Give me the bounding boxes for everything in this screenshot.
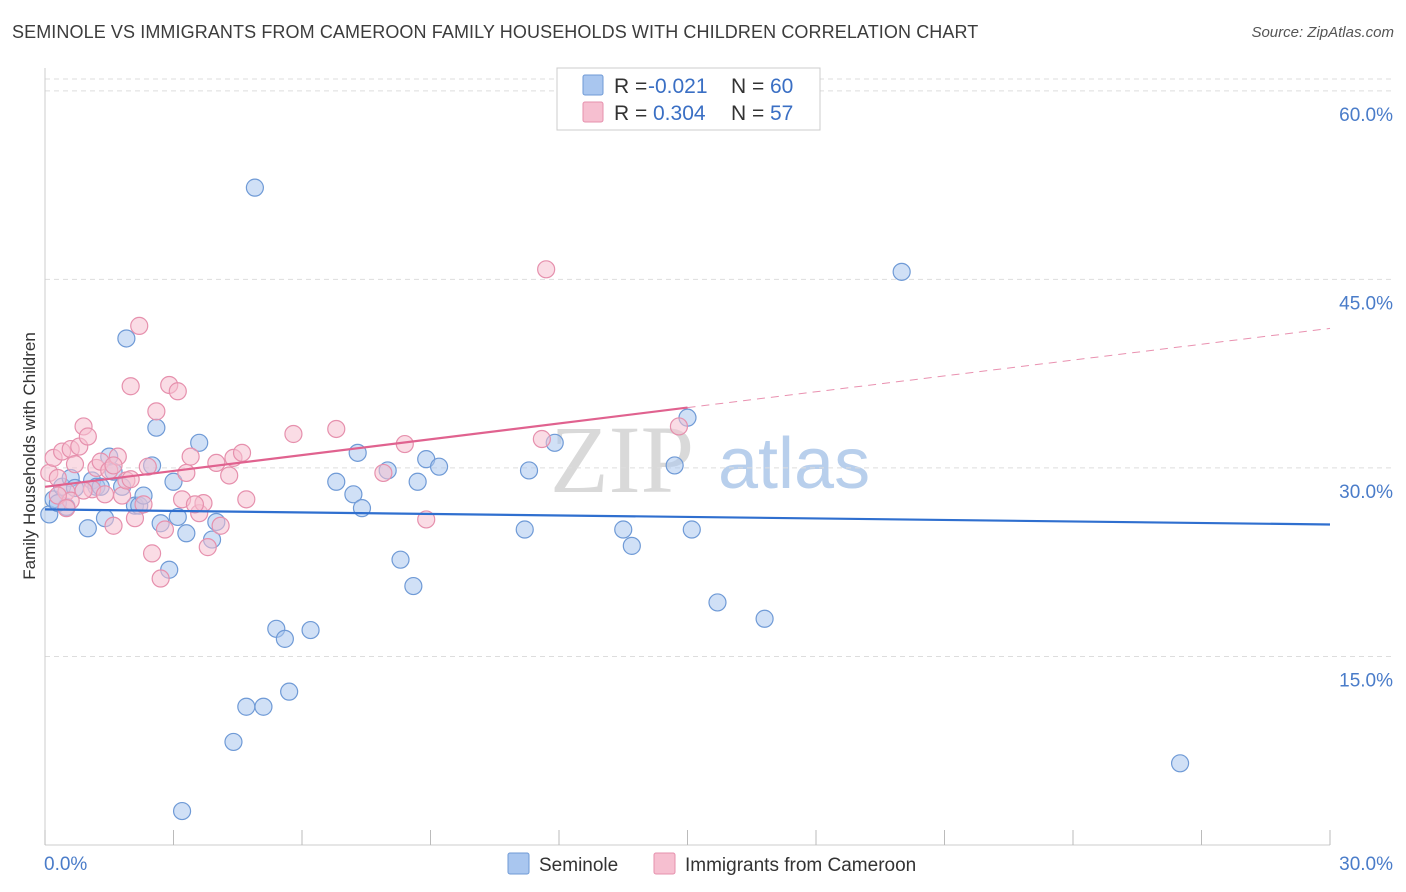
- stats-legend-n-value: 60: [770, 75, 793, 98]
- stats-legend-n-value: 57: [770, 102, 793, 125]
- trend-line-seminole: [44, 508, 1331, 526]
- cameroon-point: [155, 520, 175, 539]
- cameroon-point: [207, 453, 226, 472]
- cameroon-point: [211, 516, 230, 535]
- cameroon-point: [78, 427, 97, 446]
- series-cameroon: [40, 260, 689, 588]
- trend-line-cameroon: [44, 406, 688, 488]
- cameroon-point: [57, 499, 76, 518]
- cameroon-point: [121, 470, 140, 489]
- seminole-point: [327, 472, 346, 491]
- cameroon-point: [220, 466, 239, 485]
- cameroon-point: [48, 486, 67, 505]
- seminole-point: [164, 472, 183, 491]
- stats-legend-n-label: N =: [731, 102, 764, 125]
- cameroon-point: [327, 419, 346, 439]
- y-tick-label: 30.0%: [1339, 482, 1393, 503]
- cameroon-point: [417, 510, 436, 529]
- seminole-point: [224, 732, 243, 752]
- cameroon-point: [532, 429, 551, 449]
- cameroon-point: [177, 463, 196, 483]
- cameroon-point: [185, 495, 205, 514]
- seminole-point: [168, 507, 187, 527]
- chart-title: SEMINOLE VS IMMIGRANTS FROM CAMEROON FAM…: [12, 22, 979, 42]
- seminole-point: [404, 576, 423, 596]
- cameroon-point: [232, 443, 252, 462]
- cameroon-point: [95, 485, 115, 504]
- cameroon-point: [537, 260, 556, 279]
- y-tick-label: 45.0%: [1339, 293, 1393, 314]
- cameroon-point: [147, 402, 166, 421]
- seminole-point: [177, 524, 196, 543]
- seminole-point: [614, 520, 633, 539]
- stats-legend-swatch-seminole: [582, 74, 604, 96]
- x-axis: [44, 830, 1331, 845]
- source-credit: Source: ZipAtlas.com: [1251, 24, 1394, 41]
- seminole-point: [280, 682, 299, 701]
- seminole-point: [391, 550, 410, 569]
- y-axis: 15.0% 30.0% 45.0% 60.0%: [1339, 105, 1393, 692]
- stats-legend-n-label: N =: [731, 75, 764, 98]
- seminole-point: [665, 456, 684, 475]
- cameroon-point: [65, 455, 85, 474]
- y-axis-label: Family Households with Children: [20, 332, 39, 580]
- seminole-point: [254, 697, 273, 716]
- seminole-point: [519, 461, 539, 480]
- seminole-point: [275, 629, 294, 648]
- seminole-point: [245, 178, 264, 197]
- seminole-point: [408, 472, 427, 491]
- legend-label-cameroon: Immigrants from Cameroon: [685, 855, 916, 876]
- cameroon-point: [104, 456, 123, 475]
- seminole-point: [147, 418, 166, 437]
- watermark-atlas: atlas: [718, 424, 870, 504]
- y-tick-label: 15.0%: [1339, 670, 1393, 691]
- trend-line-cameroon-projection: [687, 327, 1331, 409]
- stats-legend-r-label: R =: [614, 102, 647, 125]
- stats-legend: R = -0.021 N = 60 R = 0.304 N = 57: [556, 67, 821, 131]
- legend-swatch-seminole: [507, 852, 530, 875]
- cameroon-point: [121, 377, 140, 396]
- x-tick-label-max: 30.0%: [1339, 854, 1393, 875]
- cameroon-point: [104, 516, 123, 535]
- cameroon-point: [374, 463, 393, 483]
- legend-label-seminole: Seminole: [539, 855, 618, 876]
- seminole-point: [755, 609, 774, 628]
- seminole-point: [344, 485, 363, 504]
- cameroon-point: [237, 490, 256, 509]
- stats-legend-r-label: R =: [614, 75, 647, 98]
- seminole-point: [78, 519, 97, 538]
- seminole-point: [515, 520, 534, 539]
- seminole-point: [237, 697, 256, 716]
- seminole-point: [429, 457, 449, 476]
- stats-legend-r-value: -0.021: [648, 75, 708, 98]
- y-tick-label: 60.0%: [1339, 105, 1393, 126]
- seminole-point: [622, 536, 641, 555]
- cameroon-point: [168, 382, 187, 401]
- bottom-legend: Seminole Immigrants from Cameroon: [507, 852, 916, 876]
- cameroon-point: [151, 569, 170, 588]
- cameroon-point: [130, 316, 149, 335]
- legend-swatch-cameroon: [653, 852, 676, 875]
- seminole-point: [117, 329, 136, 348]
- cameroon-point: [74, 481, 93, 500]
- cameroon-point: [669, 417, 689, 436]
- x-tick-label-min: 0.0%: [44, 854, 87, 875]
- stats-legend-swatch-cameroon: [582, 101, 604, 123]
- cameroon-point: [181, 447, 200, 466]
- seminole-point: [708, 593, 727, 612]
- seminole-point: [190, 433, 209, 452]
- stats-legend-r-value: 0.304: [653, 102, 706, 125]
- seminole-point: [301, 620, 320, 640]
- cameroon-point: [112, 486, 132, 505]
- trend-lines: [44, 327, 1331, 526]
- seminole-point: [1170, 754, 1190, 773]
- cameroon-point: [142, 544, 162, 563]
- seminole-point: [892, 262, 911, 281]
- seminole-point: [682, 520, 701, 539]
- cameroon-point: [134, 495, 153, 514]
- cameroon-point: [198, 538, 217, 557]
- seminole-point: [172, 801, 192, 821]
- cameroon-point: [284, 424, 303, 444]
